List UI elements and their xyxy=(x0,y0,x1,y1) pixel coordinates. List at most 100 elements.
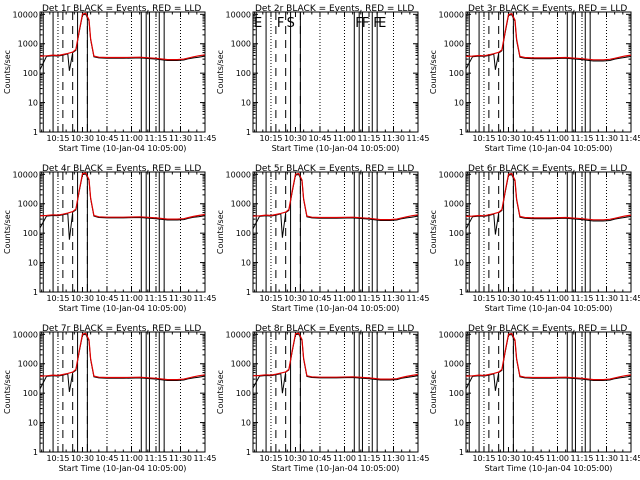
x-tick-label: 10:45 xyxy=(308,134,331,143)
x-tick-label: 11:00 xyxy=(120,134,143,143)
y-tick-label: 10 xyxy=(454,419,464,428)
y-tick-label: 100 xyxy=(449,389,464,398)
x-tick-label: 10:15 xyxy=(472,454,495,463)
x-tick-label: 11:15 xyxy=(570,454,593,463)
flag-label: S xyxy=(287,16,295,31)
y-tick-label: 10000 xyxy=(439,170,464,179)
plot-frame xyxy=(465,171,632,293)
panel-title: Det 2r BLACK = Events, RED = LLD xyxy=(255,4,414,14)
y-tick-label: 10000 xyxy=(226,170,251,179)
x-tick-label: 11:45 xyxy=(619,454,640,463)
panel-title: Det 5r BLACK = Events, RED = LLD xyxy=(255,164,414,174)
y-tick-label: 1 xyxy=(33,448,38,457)
x-tick-label: 11:15 xyxy=(357,134,380,143)
x-tick-label: 10:15 xyxy=(259,294,282,303)
x-tick-label: 10:45 xyxy=(95,134,118,143)
plot-frame xyxy=(39,331,206,453)
panel-det-4: Det 4r BLACK = Events, RED = LLD 1 10 100 10… xyxy=(3,164,217,313)
series-line-lld xyxy=(465,13,632,61)
plot-frame xyxy=(252,171,419,293)
panel-det-1: Det 1r BLACK = Events, RED = LLD 1 10 100 10… xyxy=(3,4,217,153)
x-tick-label: 10:30 xyxy=(284,294,307,303)
x-tick-label: 10:45 xyxy=(308,454,331,463)
x-tick-label: 11:15 xyxy=(144,454,167,463)
x-tick-label: 11:30 xyxy=(169,134,192,143)
y-tick-label: 10000 xyxy=(226,10,251,19)
y-tick-label: 10 xyxy=(454,99,464,108)
y-tick-label: 1 xyxy=(246,128,251,137)
y-tick-label: 10000 xyxy=(226,330,251,339)
y-tick-label: 10000 xyxy=(13,10,38,19)
x-tick-label: 10:15 xyxy=(472,134,495,143)
x-tick-label: 11:45 xyxy=(193,134,216,143)
x-tick-label: 11:30 xyxy=(382,454,405,463)
y-tick-label: 1 xyxy=(246,448,251,457)
x-tick-label: 11:15 xyxy=(144,294,167,303)
x-tick-label: 10:15 xyxy=(46,454,69,463)
x-tick-label: 11:45 xyxy=(619,294,640,303)
x-tick-label: 11:15 xyxy=(570,294,593,303)
x-tick-label: 11:30 xyxy=(595,294,618,303)
x-tick-label: 11:45 xyxy=(406,454,429,463)
y-axis-label: Counts/sec xyxy=(216,50,225,94)
y-tick-label: 10 xyxy=(28,259,38,268)
y-axis-label: Counts/sec xyxy=(3,210,12,254)
x-tick-label: 10:30 xyxy=(284,134,307,143)
flag-label: F xyxy=(355,16,362,31)
x-axis-label: Start Time (10-Jan-04 10:05:00) xyxy=(59,464,187,473)
series-line-lld xyxy=(39,12,206,61)
x-tick-label: 11:30 xyxy=(382,294,405,303)
y-tick-label: 100 xyxy=(23,69,38,78)
x-tick-label: 10:15 xyxy=(259,454,282,463)
flag-label: E xyxy=(378,16,386,31)
plot-frame xyxy=(252,11,419,133)
x-tick-label: 10:30 xyxy=(71,294,94,303)
x-axis-label: Start Time (10-Jan-04 10:05:00) xyxy=(485,464,613,473)
plot-frame xyxy=(465,11,632,133)
x-tick-label: 11:00 xyxy=(546,294,569,303)
x-tick-label: 11:15 xyxy=(570,134,593,143)
panel-title: Det 6r BLACK = Events, RED = LLD xyxy=(468,164,627,174)
x-axis-label: Start Time (10-Jan-04 10:05:00) xyxy=(272,304,400,313)
plot-frame xyxy=(39,171,206,293)
flag-label: F xyxy=(373,16,380,31)
y-tick-label: 1000 xyxy=(231,200,251,209)
y-tick-label: 10 xyxy=(241,99,251,108)
x-tick-label: 10:15 xyxy=(472,294,495,303)
x-tick-label: 10:30 xyxy=(497,454,520,463)
y-tick-label: 1000 xyxy=(18,40,38,49)
series-line-lld xyxy=(39,172,206,220)
x-tick-label: 11:30 xyxy=(169,454,192,463)
y-tick-label: 1 xyxy=(459,128,464,137)
y-tick-label: 1000 xyxy=(444,40,464,49)
y-tick-label: 1000 xyxy=(18,200,38,209)
x-tick-label: 10:45 xyxy=(308,294,331,303)
y-tick-label: 100 xyxy=(449,229,464,238)
y-tick-label: 10000 xyxy=(439,10,464,19)
x-tick-label: 11:15 xyxy=(357,454,380,463)
y-tick-label: 1000 xyxy=(444,200,464,209)
x-tick-label: 10:45 xyxy=(521,134,544,143)
y-tick-label: 1 xyxy=(246,288,251,297)
plot-frame xyxy=(252,331,419,453)
panel-det-2: Det 2r BLACK = Events, RED = LLD 1 10 100 10… xyxy=(216,4,430,153)
y-axis-label: Counts/sec xyxy=(3,370,12,414)
x-tick-label: 11:00 xyxy=(120,294,143,303)
y-axis-label: Counts/sec xyxy=(429,50,438,94)
y-tick-label: 10 xyxy=(28,99,38,108)
x-tick-label: 11:45 xyxy=(406,134,429,143)
x-tick-label: 11:00 xyxy=(333,294,356,303)
y-tick-label: 100 xyxy=(23,229,38,238)
panel-det-9: Det 9r BLACK = Events, RED = LLD 1 10 100 10… xyxy=(429,324,640,473)
panel-title: Det 7r BLACK = Events, RED = LLD xyxy=(42,324,201,334)
y-axis-label: Counts/sec xyxy=(3,50,12,94)
x-tick-label: 11:45 xyxy=(619,134,640,143)
y-tick-label: 1 xyxy=(459,288,464,297)
panel-det-8: Det 8r BLACK = Events, RED = LLD 1 10 100 10… xyxy=(216,324,430,473)
y-tick-label: 10 xyxy=(28,419,38,428)
y-tick-label: 10000 xyxy=(13,170,38,179)
x-tick-label: 10:45 xyxy=(521,454,544,463)
x-tick-label: 11:30 xyxy=(595,134,618,143)
series-line-lld xyxy=(465,332,632,381)
